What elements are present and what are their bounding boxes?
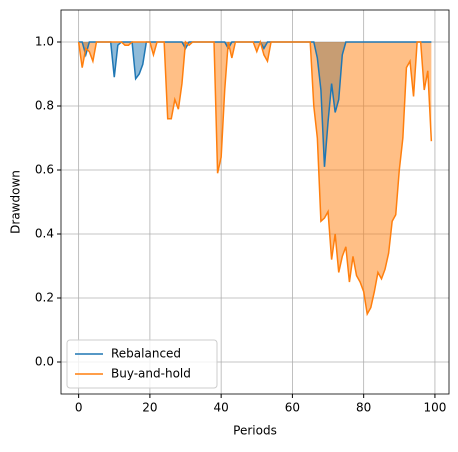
- legend-label: Buy-and-hold: [111, 367, 191, 381]
- y-axis-label: Drawdown: [9, 170, 23, 234]
- x-tick-label: 80: [356, 401, 371, 415]
- y-tick-label: 1.0: [35, 35, 54, 49]
- x-axis-label: Periods: [233, 424, 277, 438]
- line: [77, 39, 433, 317]
- x-tick-label: 20: [142, 401, 157, 415]
- x-tick-label: 0: [75, 401, 83, 415]
- y-tick-label: 0.6: [35, 163, 54, 177]
- area-fill: [78, 42, 432, 167]
- x-tick-label: 60: [285, 401, 300, 415]
- axes-frame: [60, 9, 450, 395]
- y-tick-label: 0.4: [35, 227, 54, 241]
- legend-label: Rebalanced: [111, 347, 181, 361]
- area-fill: [78, 42, 432, 314]
- x-tick-label: 100: [423, 401, 446, 415]
- y-tick-label: 0.8: [35, 99, 54, 113]
- y-tick-label: 0.0: [35, 355, 54, 369]
- y-tick-label: 0.2: [35, 291, 54, 305]
- legend-box: [66, 339, 218, 389]
- line: [78, 41, 432, 167]
- x-tick-label: 40: [214, 401, 229, 415]
